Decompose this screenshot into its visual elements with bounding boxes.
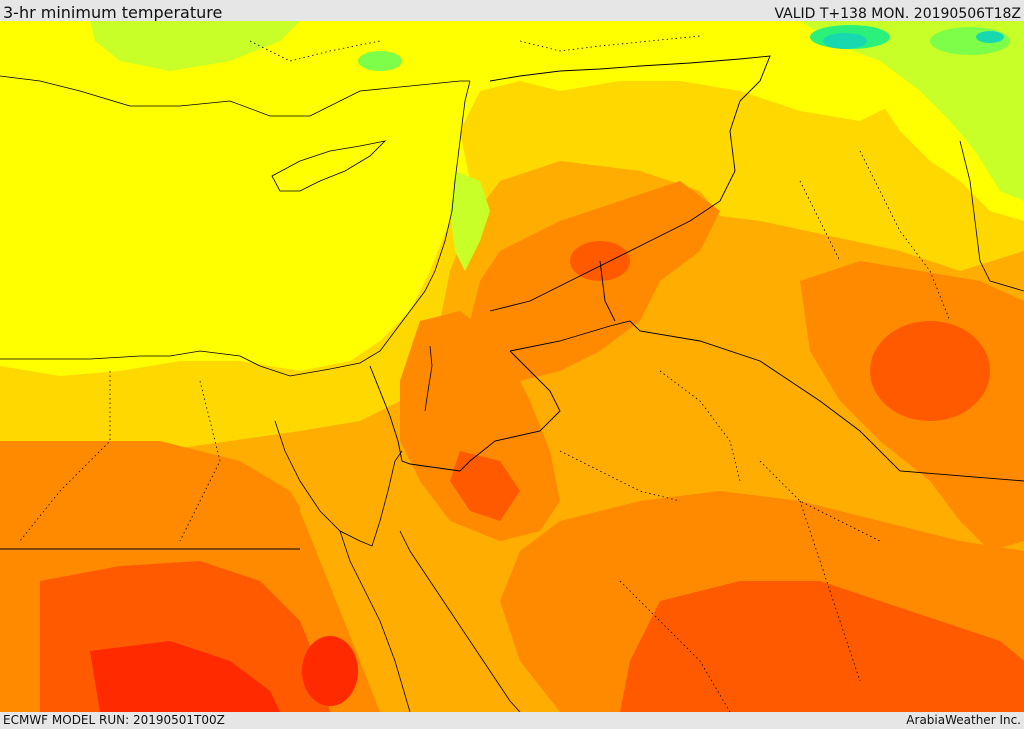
header-bar: 3-hr minimum temperature VALID T+138 MON…	[0, 0, 1024, 22]
model-run-label: ECMWF MODEL RUN: 20190501T00Z	[3, 713, 225, 727]
zone-7dff4a-a	[358, 51, 402, 71]
footer-bar: ECMWF MODEL RUN: 20190501T00Z ArabiaWeat…	[0, 712, 1024, 729]
coastline-red-sea-west	[339, 530, 411, 712]
coastline-gulf	[959, 140, 1024, 292]
zone-18d8b0	[823, 33, 867, 49]
zone-2bf07a-b	[976, 31, 1004, 43]
zone-ff8a00-syria-iraq	[470, 181, 720, 381]
zone-ffad00-redsea	[300, 461, 440, 712]
zone-ff2a00-egypt	[90, 641, 280, 712]
zone-c8ff28-nw	[90, 21, 300, 71]
dotted-borders	[19, 35, 951, 712]
coastline-turkey	[0, 75, 470, 117]
zone-ffff00	[0, 21, 1024, 376]
credit-label: ArabiaWeather Inc.	[906, 713, 1021, 727]
coastline-red-sea-east	[399, 530, 521, 712]
coastline-levant	[0, 80, 471, 377]
cyprus-outline	[271, 140, 387, 192]
border-jordan-east	[459, 260, 616, 472]
border-jordan-saudi	[509, 320, 1024, 482]
zone-ff5a00-jordan	[450, 451, 520, 521]
zone-c8ff28-ne	[800, 21, 1024, 201]
coastline-dead-sea	[424, 345, 433, 412]
zone-c8ff28-levant	[450, 171, 490, 271]
border-egypt-israel	[369, 365, 461, 472]
coastline-gulf-suez	[274, 420, 403, 547]
temperature-map-svg	[0, 21, 1024, 712]
zone-ff2a00-egypt-b	[302, 636, 358, 706]
zone-ff5a00-saudi	[620, 581, 1024, 712]
temperature-map	[0, 21, 1024, 712]
zone-ff8a00-jordan	[400, 311, 560, 541]
zone-ff5a00-iraq	[870, 321, 990, 421]
border-syria-iraq	[489, 55, 771, 312]
map-title: 3-hr minimum temperature	[3, 3, 223, 22]
valid-time: VALID T+138 MON. 20190506T18Z	[774, 6, 1021, 22]
